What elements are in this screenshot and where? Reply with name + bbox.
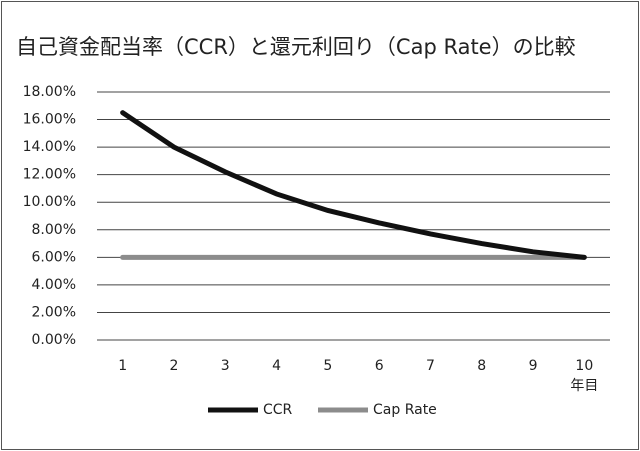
chart-title: 自己資金配当率（CCR）と還元利回り（Cap Rate）の比較 — [16, 35, 576, 59]
series-line — [120, 110, 587, 260]
y-tick-label: 2.00% — [32, 304, 76, 320]
y-tick-label: 4.00% — [32, 277, 76, 293]
x-tick-label: 7 — [426, 358, 435, 374]
x-tick-label: 6 — [375, 358, 384, 374]
x-tick-label: 4 — [272, 358, 281, 374]
y-tick-label: 18.00% — [23, 84, 76, 100]
x-tick-label: 3 — [221, 358, 230, 374]
x-tick-label: 2 — [169, 358, 178, 374]
y-tick-label: 10.00% — [23, 194, 76, 210]
y-tick-label: 12.00% — [23, 167, 76, 183]
x-tick-label: 10 — [575, 358, 593, 374]
y-tick-label: 6.00% — [32, 249, 76, 265]
y-tick-label: 14.00% — [23, 139, 76, 155]
legend-label: Cap Rate — [373, 402, 437, 418]
y-tick-label: 16.00% — [23, 112, 76, 128]
y-tick-label: 0.00% — [32, 332, 76, 348]
x-axis-label: 年目 — [570, 378, 598, 394]
x-tick-label: 5 — [323, 358, 332, 374]
x-tick-label: 1 — [118, 358, 127, 374]
y-tick-label: 8.00% — [32, 222, 76, 238]
x-tick-label: 9 — [529, 358, 538, 374]
legend-label: CCR — [263, 402, 293, 418]
x-tick-label: 8 — [477, 358, 486, 374]
